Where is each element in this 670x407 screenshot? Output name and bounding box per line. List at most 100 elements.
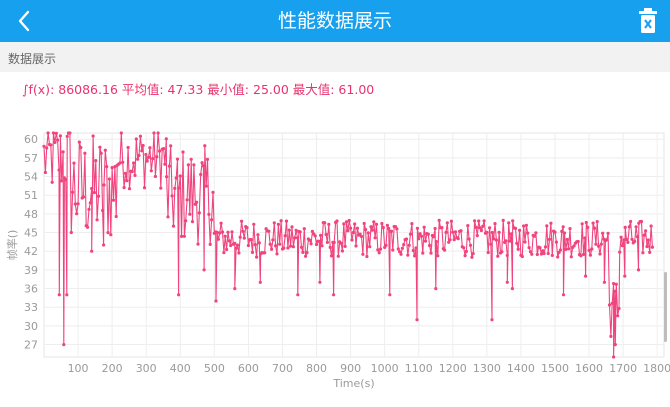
data-point (353, 222, 357, 226)
data-point (211, 190, 215, 194)
section-header: 数据展示 (0, 42, 670, 72)
data-point (293, 236, 297, 240)
delete-button[interactable] (636, 7, 660, 35)
y-tick-label: 60 (24, 133, 38, 146)
data-point (582, 252, 586, 256)
data-point (225, 247, 229, 252)
data-point (587, 248, 591, 252)
data-point (626, 240, 630, 244)
data-point (557, 250, 561, 254)
data-point (513, 226, 518, 230)
scrollbar[interactable] (664, 272, 667, 342)
data-point (588, 253, 593, 257)
data-point (494, 238, 498, 242)
data-point (148, 146, 152, 150)
data-point (509, 232, 513, 236)
data-point (202, 268, 206, 272)
data-point (339, 241, 343, 245)
data-point (500, 250, 504, 254)
data-point (554, 240, 559, 244)
data-point (332, 293, 336, 297)
data-point (208, 242, 212, 246)
data-point (619, 235, 623, 239)
data-point (310, 229, 314, 233)
data-point (489, 242, 493, 246)
data-point (379, 247, 383, 251)
x-tick-label: 1700 (609, 362, 637, 375)
data-point (372, 220, 376, 224)
data-point (516, 247, 520, 251)
x-tick-label: 900 (340, 362, 361, 375)
data-point (83, 151, 87, 155)
data-point (319, 233, 323, 237)
data-point (171, 224, 176, 228)
data-point (358, 232, 362, 236)
data-point (396, 247, 400, 251)
y-axis-label: 帧率() (5, 230, 19, 261)
data-point (614, 282, 618, 286)
x-tick-label: 1000 (371, 362, 399, 375)
data-point (81, 195, 86, 199)
data-point (488, 226, 492, 230)
data-point (313, 234, 317, 238)
data-point (110, 166, 114, 170)
data-point (649, 224, 653, 228)
data-point (60, 179, 64, 183)
data-point (346, 229, 350, 233)
data-point (180, 234, 184, 238)
data-point (325, 240, 329, 244)
data-point (443, 248, 447, 252)
x-tick-label: 200 (102, 362, 123, 375)
data-point (342, 222, 346, 226)
data-point (530, 252, 534, 256)
data-point (423, 239, 428, 243)
data-point (197, 211, 201, 215)
data-point (79, 145, 83, 150)
data-point (624, 237, 629, 241)
data-point (486, 250, 490, 255)
back-button[interactable] (8, 6, 40, 36)
data-point (223, 234, 227, 238)
data-point (186, 163, 190, 167)
data-point (347, 218, 351, 223)
data-point (623, 225, 627, 229)
data-point (508, 239, 512, 243)
data-point (648, 250, 652, 254)
data-point (318, 280, 322, 284)
data-point (576, 239, 580, 244)
data-point (421, 251, 425, 255)
data-point (237, 251, 241, 255)
data-point (538, 246, 542, 250)
y-tick-label: 57 (24, 152, 38, 165)
data-point (444, 230, 448, 234)
data-point (229, 243, 233, 248)
data-point (426, 232, 430, 236)
data-point (178, 174, 182, 178)
data-point (220, 230, 225, 234)
data-point (419, 234, 424, 238)
data-point (270, 247, 274, 251)
data-point (314, 242, 319, 247)
data-point (391, 248, 395, 252)
data-point (235, 243, 240, 247)
data-point (630, 237, 634, 241)
data-point (290, 225, 294, 229)
data-point (203, 144, 207, 148)
data-point (327, 222, 331, 226)
data-point (72, 161, 76, 165)
data-point (50, 180, 54, 184)
data-point (462, 246, 466, 250)
data-point (595, 220, 599, 224)
data-point (167, 164, 171, 168)
data-point (98, 145, 102, 149)
data-point (175, 157, 180, 161)
data-point (58, 134, 63, 138)
data-point (46, 131, 50, 135)
data-point (177, 293, 181, 297)
y-tick-label: 39 (24, 264, 38, 277)
data-point (92, 191, 96, 195)
data-point (75, 212, 79, 216)
data-point (65, 134, 69, 138)
data-point (468, 243, 473, 247)
data-point (564, 247, 568, 251)
